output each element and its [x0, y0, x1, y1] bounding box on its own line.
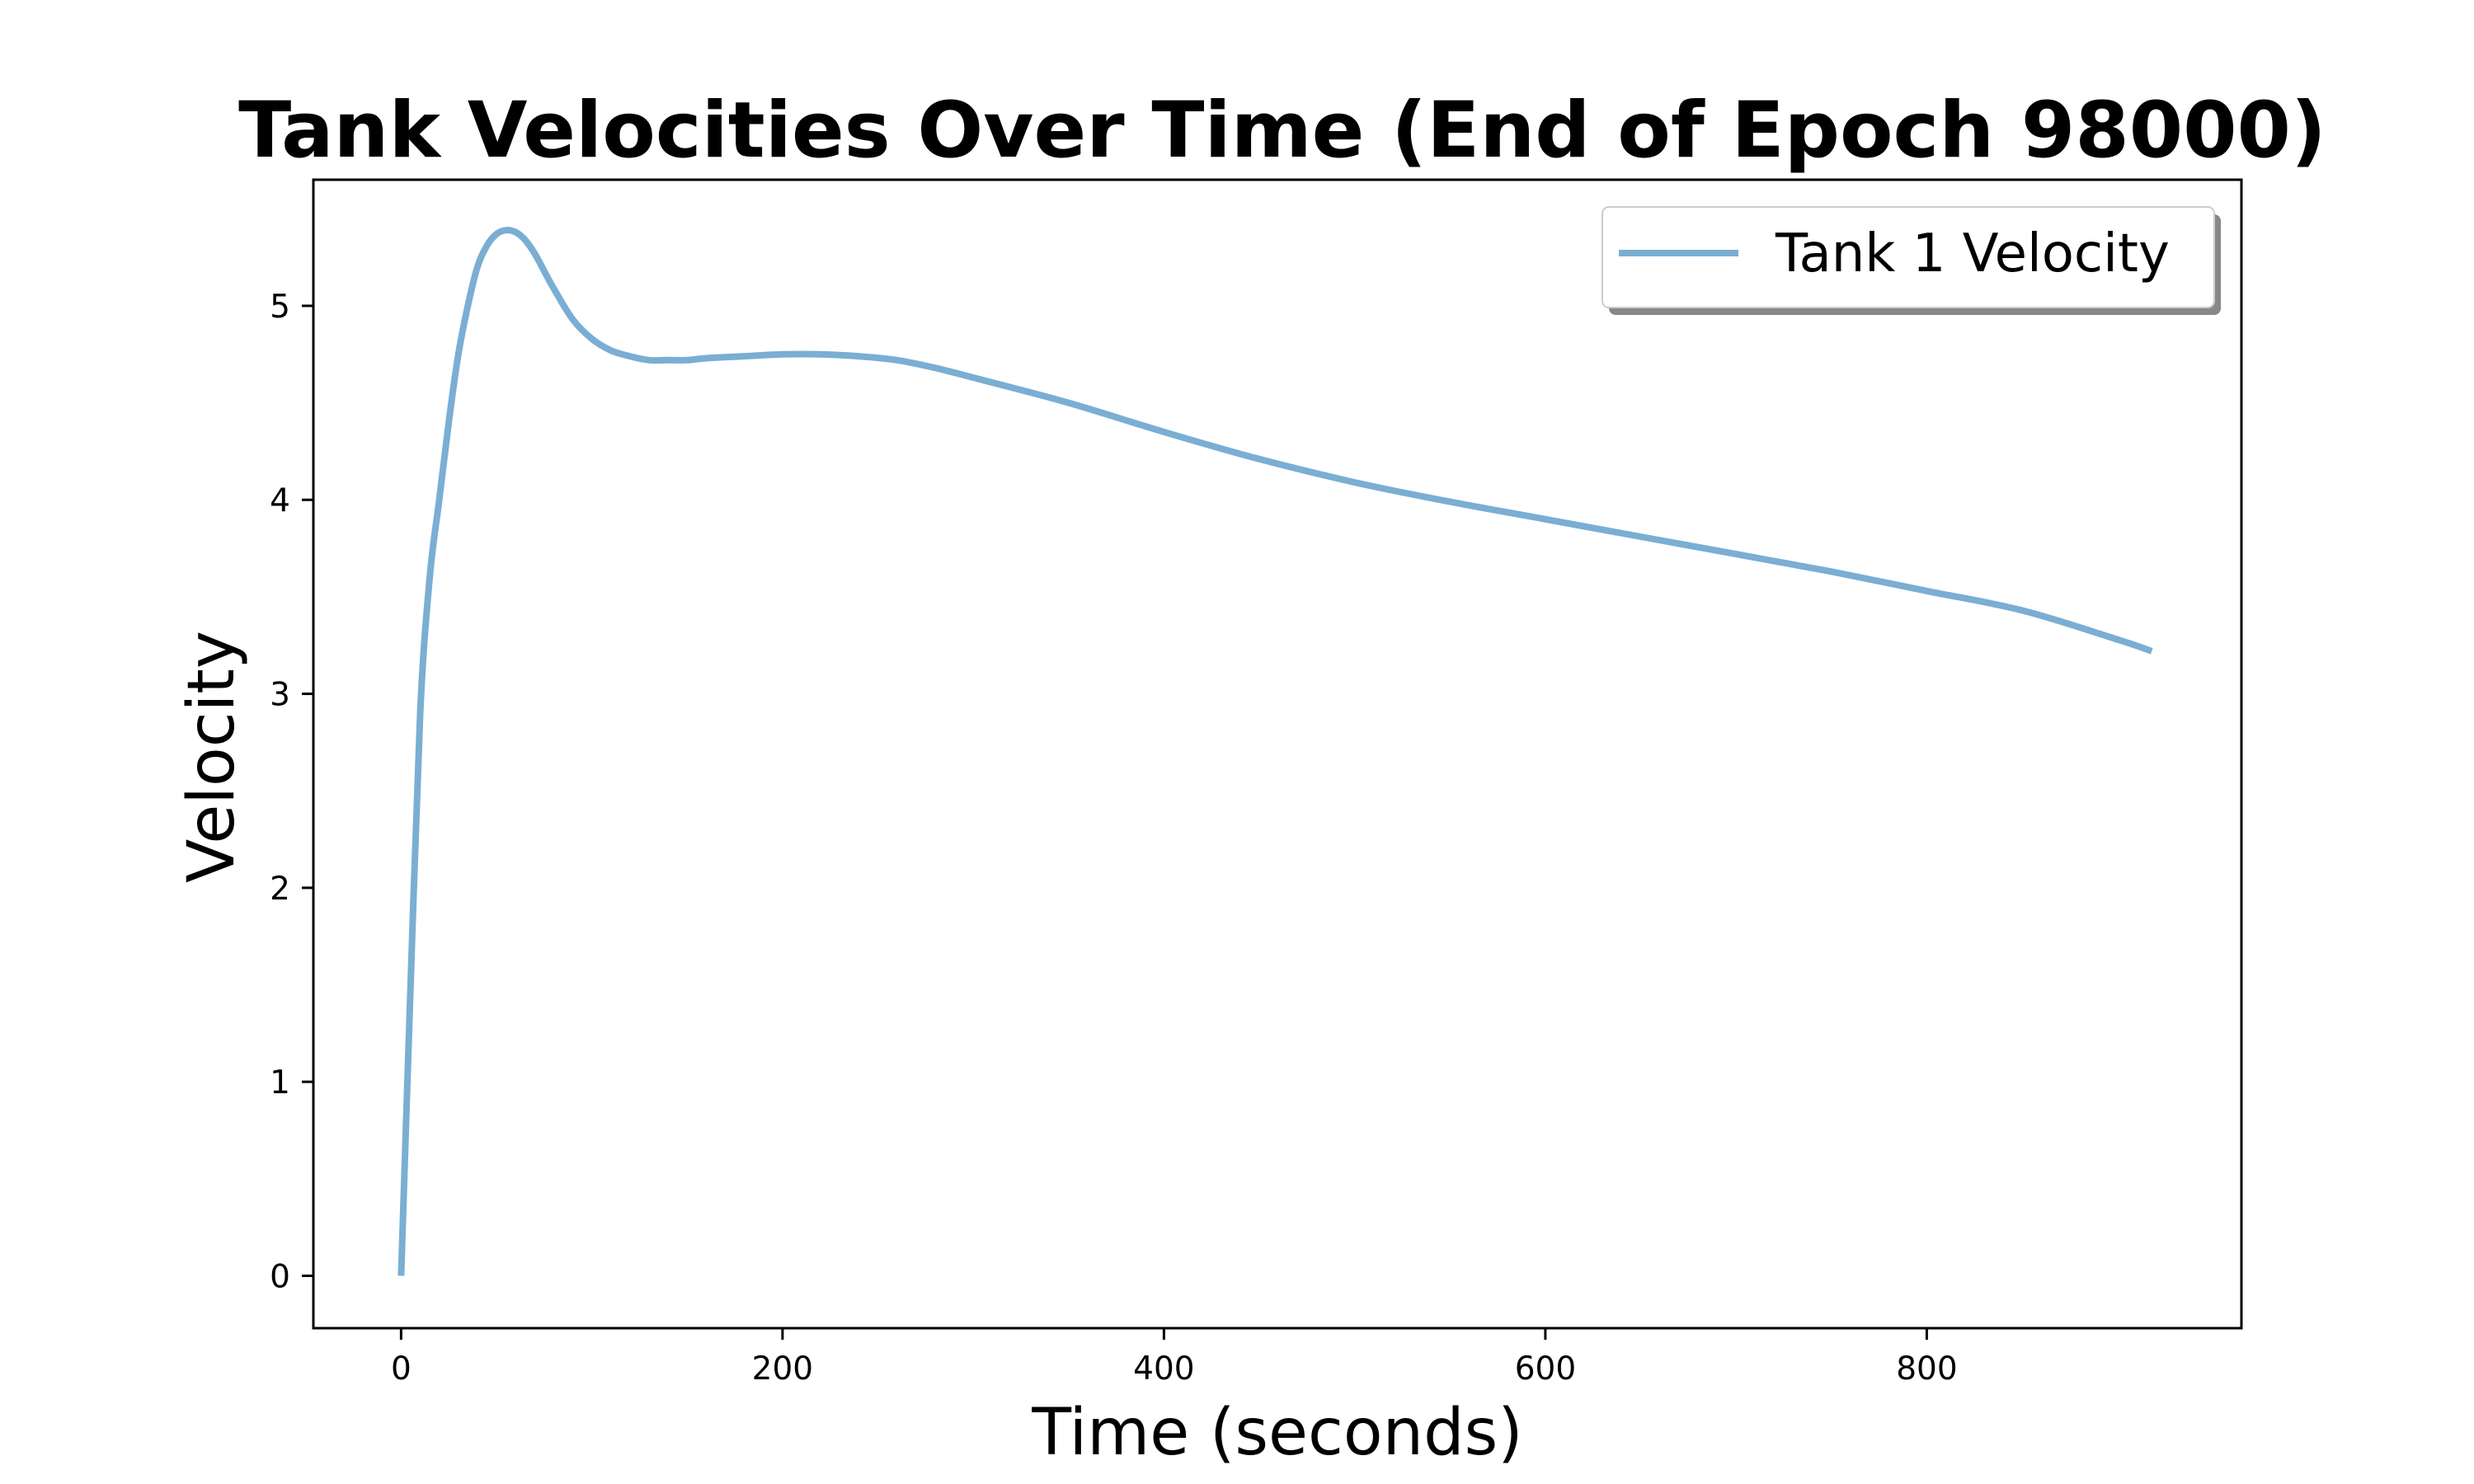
y-tick-label: 3: [270, 677, 290, 714]
y-tick-label: 0: [270, 1258, 290, 1295]
plot-frame: [312, 178, 2243, 1330]
legend-label-tank-1: Tank 1 Velocity: [1775, 223, 2170, 284]
x-axis-label: Time (seconds): [1031, 1396, 1522, 1470]
lines-layer: [397, 227, 2153, 1276]
y-axis-label: Velocity: [175, 631, 249, 883]
y-tick-label: 1: [270, 1064, 290, 1101]
chart-title: Tank Velocities Over Time (End of Epoch …: [238, 86, 2326, 176]
legend-box: [1602, 206, 2215, 308]
y-tick-label: 5: [270, 289, 290, 326]
series-line-tank-1-velocity: [397, 227, 2153, 1276]
x-tick-label: 200: [752, 1350, 813, 1388]
legend: Tank 1 Velocity: [1602, 206, 2221, 315]
ticks-layer: 0 200 400 600 800 0 1 2 3 4 5: [270, 289, 1957, 1388]
y-tick-label: 4: [270, 482, 290, 519]
x-tick-label: 600: [1515, 1350, 1576, 1388]
y-tick-label: 2: [270, 871, 290, 908]
x-tick-label: 400: [1133, 1350, 1194, 1388]
x-tick-label: 0: [391, 1350, 412, 1388]
x-tick-label: 800: [1896, 1350, 1957, 1388]
